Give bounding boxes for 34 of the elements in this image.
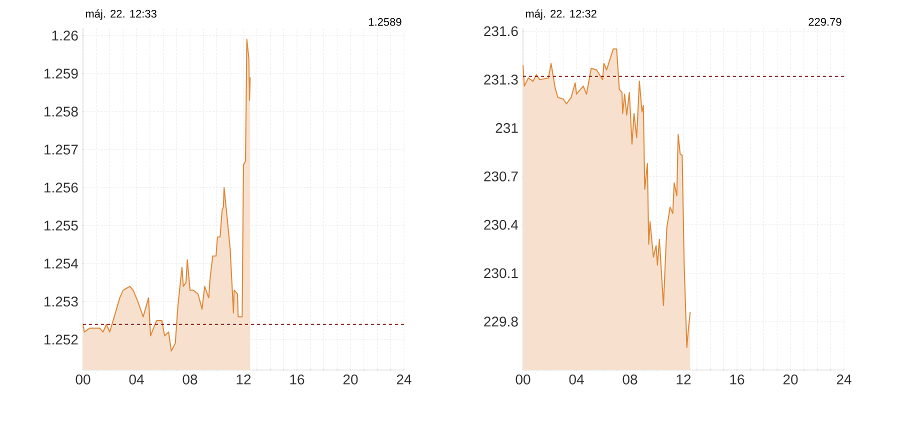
- chart-subtitle: 1.2589: [368, 18, 402, 26]
- y-tick-label: 230.7: [484, 171, 518, 182]
- y-tick-label: 1.257: [44, 144, 78, 155]
- chart-title: máj. 22. 12:33: [86, 9, 156, 20]
- y-tick-label: 231.6: [484, 26, 518, 36]
- x-tick-label: 20: [783, 374, 798, 384]
- x-tick-label: 16: [730, 374, 744, 384]
- y-tick-label: 231.3: [484, 74, 518, 85]
- y-tick-label: 1.252: [44, 334, 78, 345]
- y-tick-label: 1.255: [44, 220, 78, 231]
- y-tick-label: 230.4: [484, 220, 518, 230]
- x-tick-label: 16: [290, 374, 304, 384]
- x-tick-label: 24: [396, 374, 412, 384]
- x-tick-label: 12: [676, 374, 691, 384]
- x-tick-label: 24: [836, 374, 852, 384]
- y-tick-label: 230.1: [484, 268, 518, 278]
- y-tick-label: 229.8: [484, 316, 518, 327]
- chart-subtitle: 229.79: [808, 18, 842, 26]
- x-tick-label: 20: [343, 374, 358, 384]
- x-tick-label: 00: [516, 374, 530, 384]
- x-tick-label: 12: [236, 374, 251, 384]
- y-tick-label: 1.26: [52, 30, 78, 41]
- y-tick-label: 1.258: [44, 106, 78, 117]
- y-tick-label: 1.254: [44, 258, 78, 269]
- y-tick-label: 1.259: [44, 68, 78, 79]
- x-tick-label: 00: [76, 374, 90, 384]
- x-tick-label: 08: [182, 374, 198, 384]
- y-tick-label: 231: [496, 123, 518, 133]
- y-tick-label: 1.253: [44, 296, 78, 307]
- y-tick-label: 1.256: [44, 182, 78, 193]
- x-tick-label: 04: [129, 374, 144, 384]
- x-tick-label: 08: [622, 374, 638, 384]
- x-tick-label: 04: [569, 374, 584, 384]
- chart-title: máj. 22. 12:32: [526, 9, 596, 20]
